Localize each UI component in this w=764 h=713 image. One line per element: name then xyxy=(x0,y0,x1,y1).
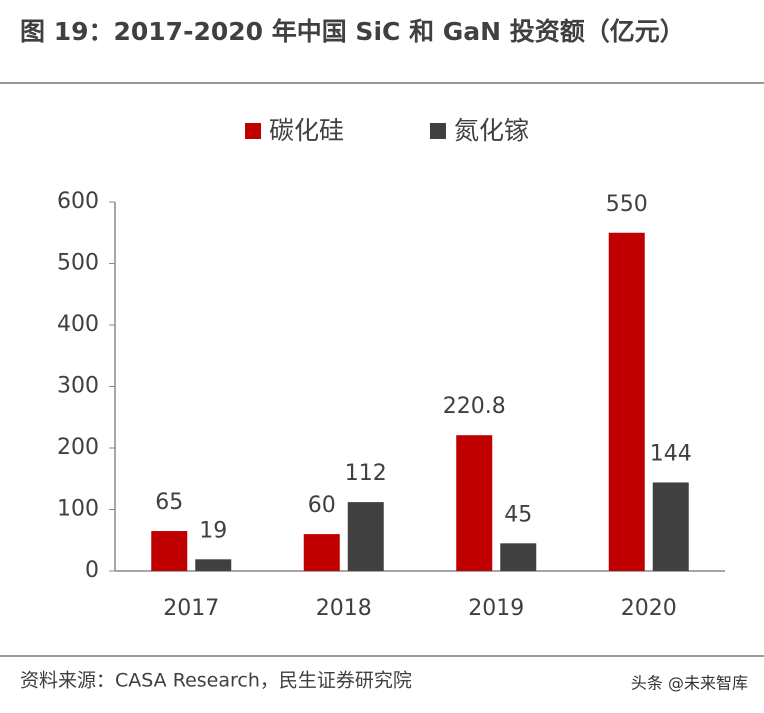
value-label: 112 xyxy=(345,461,387,486)
x-tick-label: 2020 xyxy=(621,596,677,621)
x-tick-label: 2018 xyxy=(316,596,372,621)
y-tick-label: 100 xyxy=(57,497,99,522)
value-label: 45 xyxy=(504,502,532,527)
chart-title: 图 19：2017-2020 年中国 SiC 和 GaN 投资额（亿元） xyxy=(20,17,685,46)
bar xyxy=(347,502,384,571)
bar xyxy=(456,435,493,571)
y-tick-label: 0 xyxy=(85,558,99,583)
value-label: 60 xyxy=(308,493,336,518)
legend-swatch xyxy=(245,123,261,139)
value-label: 550 xyxy=(606,192,648,217)
bar xyxy=(195,559,232,571)
bar xyxy=(303,534,340,571)
bar xyxy=(151,531,188,571)
y-tick-label: 200 xyxy=(57,435,99,460)
y-tick-label: 400 xyxy=(57,312,99,337)
legend-label: 碳化硅 xyxy=(269,116,344,145)
y-tick-label: 300 xyxy=(57,374,99,399)
y-tick-label: 500 xyxy=(57,251,99,276)
value-label: 144 xyxy=(650,441,692,466)
bar xyxy=(500,543,537,571)
x-tick-label: 2019 xyxy=(468,596,524,621)
x-tick-label: 2017 xyxy=(163,596,219,621)
legend-label: 氮化镓 xyxy=(454,116,529,145)
bar xyxy=(652,482,689,571)
value-label: 65 xyxy=(155,490,183,515)
value-label: 19 xyxy=(199,518,227,543)
legend-swatch xyxy=(430,123,446,139)
source: 资料来源：CASA Research，民生证券研究院 xyxy=(20,670,412,692)
watermark: 头条 @未来智库 xyxy=(631,674,748,693)
bar xyxy=(608,232,645,571)
y-tick-label: 600 xyxy=(57,189,99,214)
value-label: 220.8 xyxy=(443,394,506,419)
